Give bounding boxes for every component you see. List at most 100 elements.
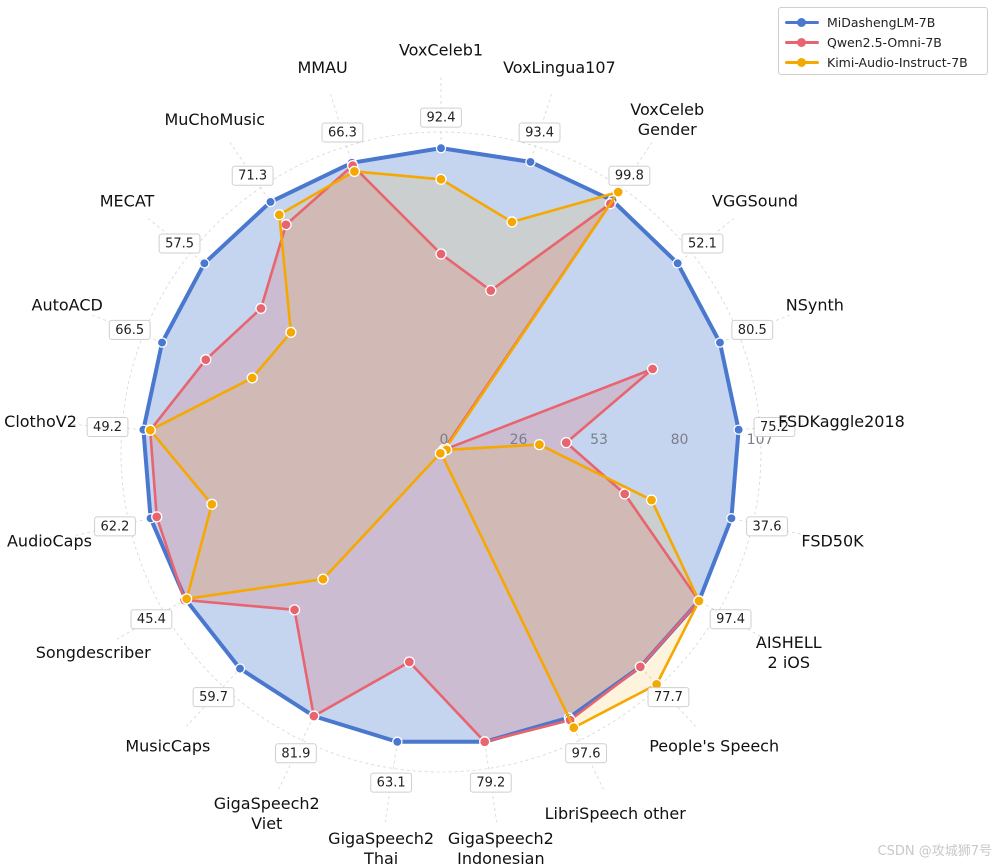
axis-value-label: 97.4 (709, 609, 752, 630)
data-point (308, 710, 320, 722)
axis-label: MusicCaps (125, 736, 210, 755)
legend-item-kimi: Kimi-Audio-Instruct-7B (785, 52, 981, 72)
data-point (506, 216, 518, 228)
radial-tick-label: 53 (590, 432, 608, 448)
data-point (317, 573, 329, 585)
axis-value-label: 80.5 (731, 319, 774, 340)
data-point (435, 142, 447, 154)
axis-value-label: 52.1 (681, 233, 724, 254)
data-point (392, 736, 403, 748)
axis-value-label: 71.3 (231, 165, 274, 186)
axis-label: People's Speech (649, 736, 779, 755)
data-point (181, 593, 193, 605)
svg-text:57.5: 57.5 (165, 237, 194, 252)
axis-value-label: 99.8 (608, 165, 651, 186)
legend-item-midasheng: MiDashengLM-7B (785, 12, 981, 32)
axis-value-label: 45.4 (130, 609, 173, 630)
data-point (435, 173, 447, 185)
data-point (560, 436, 572, 449)
axis-label: AISHELL 2 iOS (756, 633, 822, 672)
axis-label: GigaSpeech2 Indonesian (448, 829, 554, 865)
data-point (403, 656, 416, 668)
radial-tick-label: 0 (440, 432, 449, 448)
axis-value-label: 81.9 (275, 743, 317, 764)
radial-tick-label: 26 (510, 432, 528, 448)
watermark: CSDN @攻城狮7号 (877, 844, 992, 859)
data-point (234, 663, 246, 674)
svg-text:75.2: 75.2 (760, 420, 789, 435)
axis-label: MuChoMusic (164, 110, 265, 129)
svg-text:71.3: 71.3 (238, 169, 267, 184)
svg-text:97.4: 97.4 (716, 612, 745, 627)
data-point (479, 736, 491, 748)
axis-labels: VoxCeleb1 VoxLingua107 VoxCeleb Gender VGGSo… (4, 40, 905, 865)
axis-value-label: 37.6 (746, 516, 788, 537)
series-line-0 (141, 146, 741, 744)
data-point (646, 363, 659, 375)
series-lines (138, 142, 744, 748)
svg-text:79.2: 79.2 (476, 776, 505, 791)
svg-text:97.6: 97.6 (572, 746, 601, 761)
axis-value-label: 62.2 (94, 516, 136, 537)
svg-text:80.5: 80.5 (738, 323, 767, 338)
data-point (246, 372, 258, 384)
svg-text:81.9: 81.9 (281, 746, 310, 761)
data-point (144, 424, 156, 436)
svg-text:66.3: 66.3 (328, 125, 357, 140)
data-point (435, 248, 447, 260)
data-point (672, 258, 683, 269)
legend-label: Kimi-Audio-Instruct-7B (827, 54, 968, 70)
radial-tick-label: 80 (671, 432, 689, 448)
legend-label: Qwen2.5-Omni-7B (827, 34, 942, 50)
svg-text:77.7: 77.7 (654, 690, 683, 705)
data-point (634, 661, 646, 673)
data-point (645, 494, 658, 506)
data-point (714, 337, 726, 348)
data-point (200, 354, 212, 366)
axis-label: Songdescriber (36, 643, 151, 662)
axis-label: ClothoV2 (4, 412, 77, 431)
data-point (285, 326, 297, 338)
data-point (619, 488, 631, 500)
axis-value-label: 75.2 (753, 417, 796, 438)
series-fill-2 (150, 171, 699, 728)
axis-label: MMAU (297, 58, 347, 77)
series-line-1 (148, 164, 701, 744)
data-point (255, 302, 267, 315)
axis-value-label: 92.4 (420, 107, 462, 128)
data-point (156, 337, 168, 348)
series-fill-0 (143, 148, 739, 742)
axis-value-label: 57.5 (158, 233, 201, 254)
axis-label: MECAT (100, 192, 155, 211)
axis-value-labels: 92.4 93.4 99.8 52.1 80.5 75.2 37.6 97.4 77.7 97.6… (86, 107, 796, 793)
legend-item-qwen: Qwen2.5-Omni-7B (785, 32, 981, 52)
legend-marker-icon (785, 57, 819, 67)
data-point (273, 209, 285, 221)
data-point (206, 498, 218, 510)
axis-value-label: 49.2 (86, 417, 129, 438)
data-point (348, 165, 361, 178)
data-point (199, 258, 210, 269)
data-point (288, 604, 301, 616)
data-point (733, 424, 744, 435)
data-point (151, 511, 163, 523)
axis-label: LibriSpeech other (545, 804, 687, 823)
svg-text:37.6: 37.6 (753, 519, 782, 534)
axis-label: GigaSpeech2 Viet (214, 794, 320, 833)
axis-label: FSD50K (801, 531, 864, 550)
data-point (525, 156, 536, 168)
axis-value-label: 59.7 (192, 687, 235, 708)
axis-label: NSynth (786, 295, 844, 314)
svg-text:66.5: 66.5 (115, 323, 144, 338)
axis-value-label: 93.4 (518, 122, 561, 143)
axis-label: VoxCeleb Gender (630, 100, 704, 139)
legend-marker-icon (785, 37, 819, 47)
svg-text:45.4: 45.4 (137, 612, 166, 627)
axis-label: VoxCeleb1 (399, 40, 483, 59)
svg-text:49.2: 49.2 (93, 420, 122, 435)
data-point (568, 721, 580, 734)
data-point (434, 447, 447, 459)
axis-value-label: 66.5 (108, 319, 151, 340)
svg-text:93.4: 93.4 (525, 125, 554, 140)
